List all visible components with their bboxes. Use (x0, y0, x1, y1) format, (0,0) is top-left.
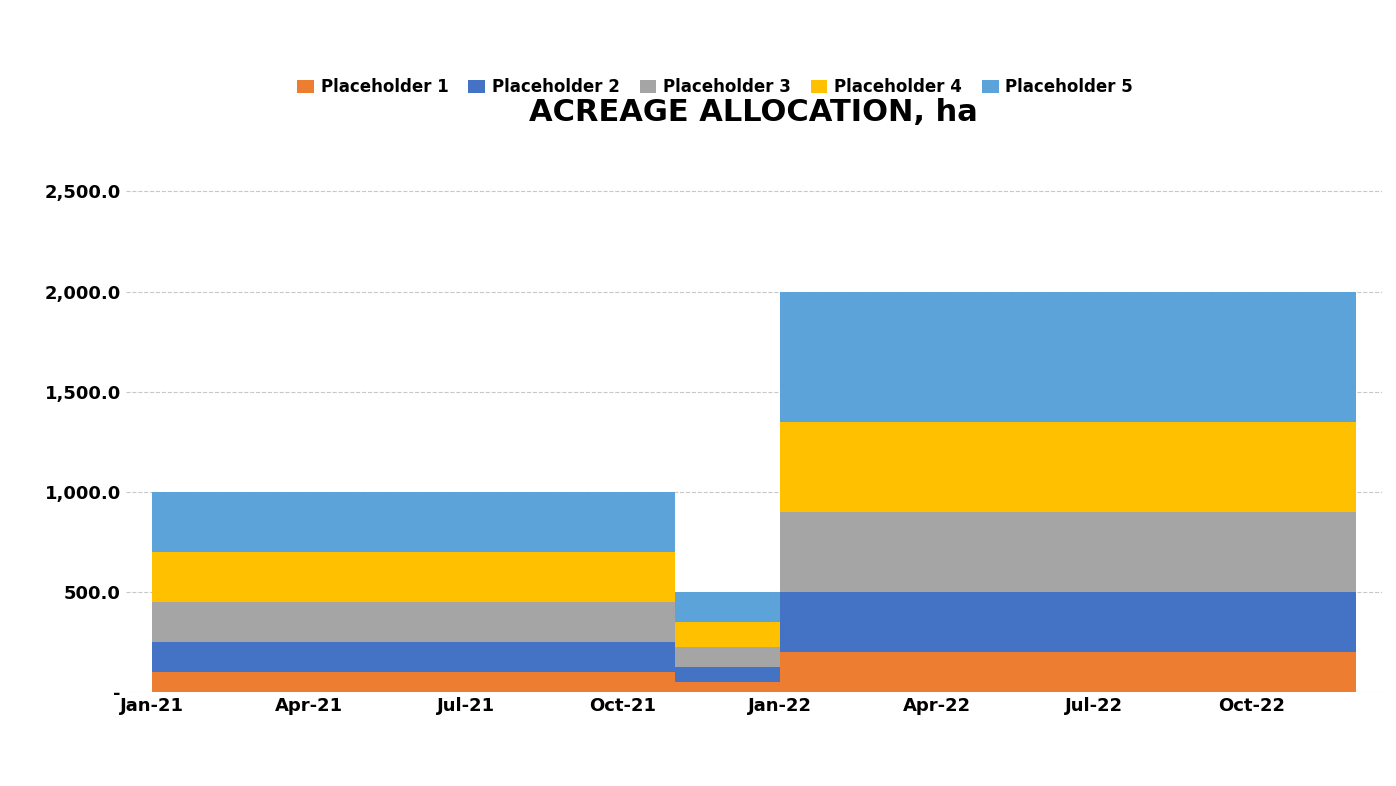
Legend: Placeholder 1, Placeholder 2, Placeholder 3, Placeholder 4, Placeholder 5: Placeholder 1, Placeholder 2, Placeholde… (297, 79, 1134, 97)
Title: ACREAGE ALLOCATION, ha: ACREAGE ALLOCATION, ha (529, 97, 979, 127)
